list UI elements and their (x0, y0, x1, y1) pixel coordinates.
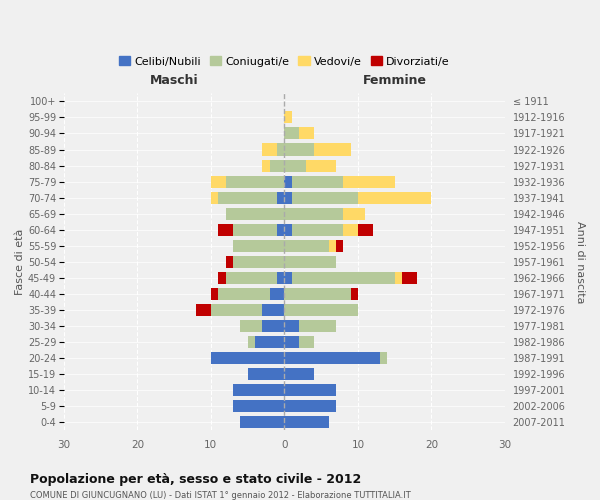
Bar (314, 144, 350, 156)
Bar (329, 240, 336, 252)
Bar (262, 320, 284, 332)
Bar (240, 320, 262, 332)
Bar (292, 224, 343, 235)
Bar (240, 416, 284, 428)
Bar (358, 224, 373, 235)
Bar (211, 192, 218, 203)
Bar (299, 336, 314, 348)
Bar (284, 400, 336, 412)
Bar (270, 288, 284, 300)
Bar (277, 144, 284, 156)
Bar (233, 240, 284, 252)
Bar (284, 176, 292, 188)
Bar (255, 336, 284, 348)
Text: Maschi: Maschi (150, 74, 199, 87)
Bar (284, 160, 307, 172)
Bar (277, 192, 284, 203)
Bar (395, 272, 402, 284)
Bar (262, 304, 284, 316)
Bar (343, 224, 358, 235)
Bar (292, 176, 343, 188)
Bar (284, 384, 336, 396)
Bar (343, 176, 395, 188)
Bar (284, 336, 299, 348)
Bar (284, 272, 292, 284)
Bar (284, 368, 314, 380)
Bar (350, 288, 358, 300)
Bar (248, 368, 284, 380)
Bar (299, 128, 314, 140)
Bar (211, 288, 218, 300)
Bar (299, 320, 336, 332)
Bar (248, 336, 255, 348)
Bar (292, 192, 358, 203)
Y-axis label: Fasce di età: Fasce di età (15, 228, 25, 295)
Bar (218, 272, 226, 284)
Bar (284, 128, 299, 140)
Bar (211, 304, 262, 316)
Bar (284, 288, 350, 300)
Bar (292, 272, 395, 284)
Bar (233, 400, 284, 412)
Bar (226, 176, 284, 188)
Bar (270, 160, 284, 172)
Bar (284, 320, 299, 332)
Bar (226, 256, 233, 268)
Bar (226, 208, 284, 220)
Bar (284, 240, 329, 252)
Bar (307, 160, 336, 172)
Bar (284, 112, 292, 124)
Bar (218, 192, 277, 203)
Bar (262, 144, 277, 156)
Bar (262, 160, 270, 172)
Bar (284, 208, 343, 220)
Bar (196, 304, 211, 316)
Bar (358, 192, 431, 203)
Bar (233, 224, 277, 235)
Text: COMUNE DI GIUNCUGNANO (LU) - Dati ISTAT 1° gennaio 2012 - Elaborazione TUTTITALI: COMUNE DI GIUNCUGNANO (LU) - Dati ISTAT … (30, 491, 411, 500)
Bar (226, 272, 277, 284)
Bar (277, 272, 284, 284)
Bar (277, 224, 284, 235)
Bar (402, 272, 417, 284)
Bar (380, 352, 388, 364)
Legend: Celibi/Nubili, Coniugati/e, Vedovi/e, Divorziati/e: Celibi/Nubili, Coniugati/e, Vedovi/e, Di… (115, 52, 454, 71)
Text: Femmine: Femmine (363, 74, 427, 87)
Bar (233, 256, 284, 268)
Bar (211, 352, 284, 364)
Bar (284, 256, 336, 268)
Bar (284, 144, 314, 156)
Bar (343, 208, 365, 220)
Bar (284, 304, 358, 316)
Bar (336, 240, 343, 252)
Bar (284, 416, 329, 428)
Bar (218, 288, 270, 300)
Y-axis label: Anni di nascita: Anni di nascita (575, 220, 585, 303)
Bar (233, 384, 284, 396)
Bar (218, 224, 233, 235)
Text: Popolazione per età, sesso e stato civile - 2012: Popolazione per età, sesso e stato civil… (30, 472, 361, 486)
Bar (211, 176, 226, 188)
Bar (284, 224, 292, 235)
Bar (284, 352, 380, 364)
Bar (284, 192, 292, 203)
